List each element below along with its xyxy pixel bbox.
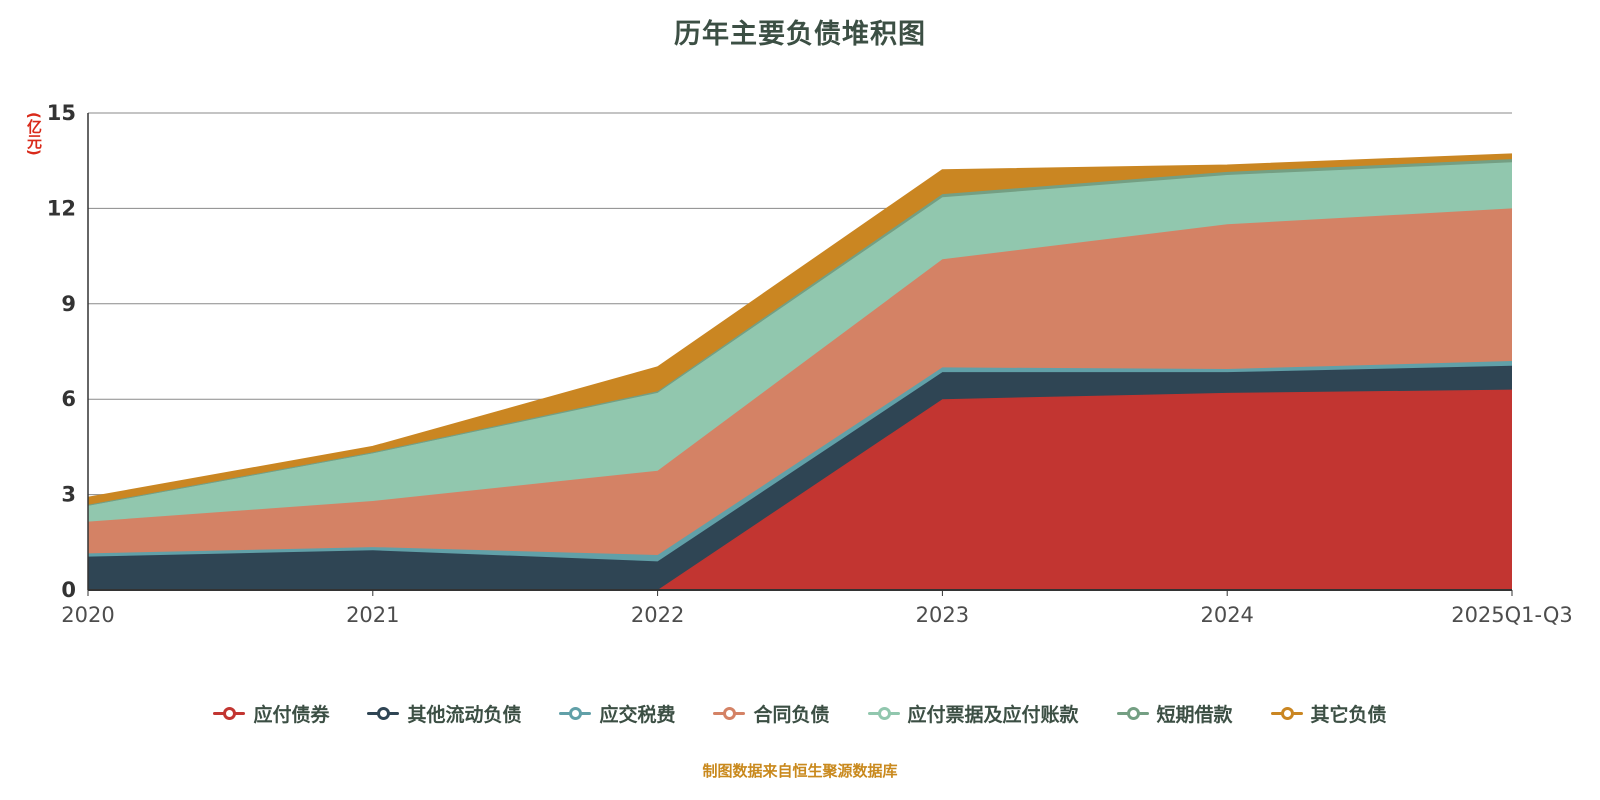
y-axis-unit-label: (亿元) [25, 112, 43, 156]
legend-item-notes-accounts-payable[interactable]: 应付票据及应付账款 [867, 700, 1079, 727]
legend-label: 短期借款 [1156, 704, 1233, 726]
legend-label: 应付票据及应付账款 [907, 704, 1079, 726]
y-tick-label: 6 [61, 387, 76, 411]
x-tick-label: 2025Q1-Q3 [1451, 603, 1573, 627]
liabilities-stacked-area-chart: 0 3 6 9 12 15 2020 2021 2022 2023 2024 2025Q1-Q3 [47, 101, 1573, 627]
y-tick-label: 12 [47, 196, 76, 220]
area-series-4 [88, 162, 1512, 522]
legend-item-other-current-liabilities[interactable]: 其他流动负债 [367, 700, 521, 727]
page-title: 历年主要负债堆积图 [674, 19, 926, 50]
chart-legend: 应付债券 其他流动负债 应交税费 合同负债 应付票据及应付账款 短期借款 其它负… [0, 700, 1600, 727]
legend-item-short-term-borrowings[interactable]: 短期借款 [1116, 700, 1233, 727]
area-series-0 [88, 389, 1512, 590]
legend-line-dot-icon [1270, 706, 1303, 721]
y-tick-label: 9 [61, 292, 76, 316]
legend-item-bonds-payable[interactable]: 应付债券 [213, 700, 329, 727]
legend-label: 其它负债 [1310, 704, 1387, 726]
legend-line-dot-icon [1116, 706, 1149, 721]
x-tick-label: 2021 [346, 603, 399, 627]
legend-label: 应交税费 [599, 704, 676, 726]
data-source-note: 制图数据来自恒生聚源数据库 [702, 762, 898, 780]
x-tick-label: 2020 [61, 603, 114, 627]
legend-line-dot-icon [713, 706, 746, 721]
y-tick-label: 15 [47, 101, 76, 125]
y-tick-label: 0 [61, 578, 76, 602]
legend-item-contract-liabilities[interactable]: 合同负债 [713, 700, 830, 727]
legend-item-taxes-payable[interactable]: 应交税费 [559, 700, 675, 727]
area-series-1 [88, 365, 1512, 590]
area-series-3 [88, 208, 1512, 556]
legend-label: 应付债券 [253, 704, 330, 726]
x-tick-label: 2024 [1200, 603, 1253, 627]
x-tick-label: 2022 [631, 603, 684, 627]
line-series-2 [87, 360, 1513, 557]
legend-item-other-liabilities[interactable]: 其它负债 [1270, 700, 1387, 727]
legend-line-dot-icon [367, 706, 400, 721]
legend-label: 合同负债 [753, 704, 830, 726]
line-series-6 [87, 153, 1513, 499]
x-tick-label: 2023 [916, 603, 969, 627]
legend-line-dot-icon [867, 706, 900, 721]
legend-label: 其他流动负债 [407, 704, 522, 726]
legend-line-dot-icon [559, 706, 592, 721]
y-tick-label: 3 [61, 483, 76, 507]
legend-line-dot-icon [213, 706, 246, 721]
